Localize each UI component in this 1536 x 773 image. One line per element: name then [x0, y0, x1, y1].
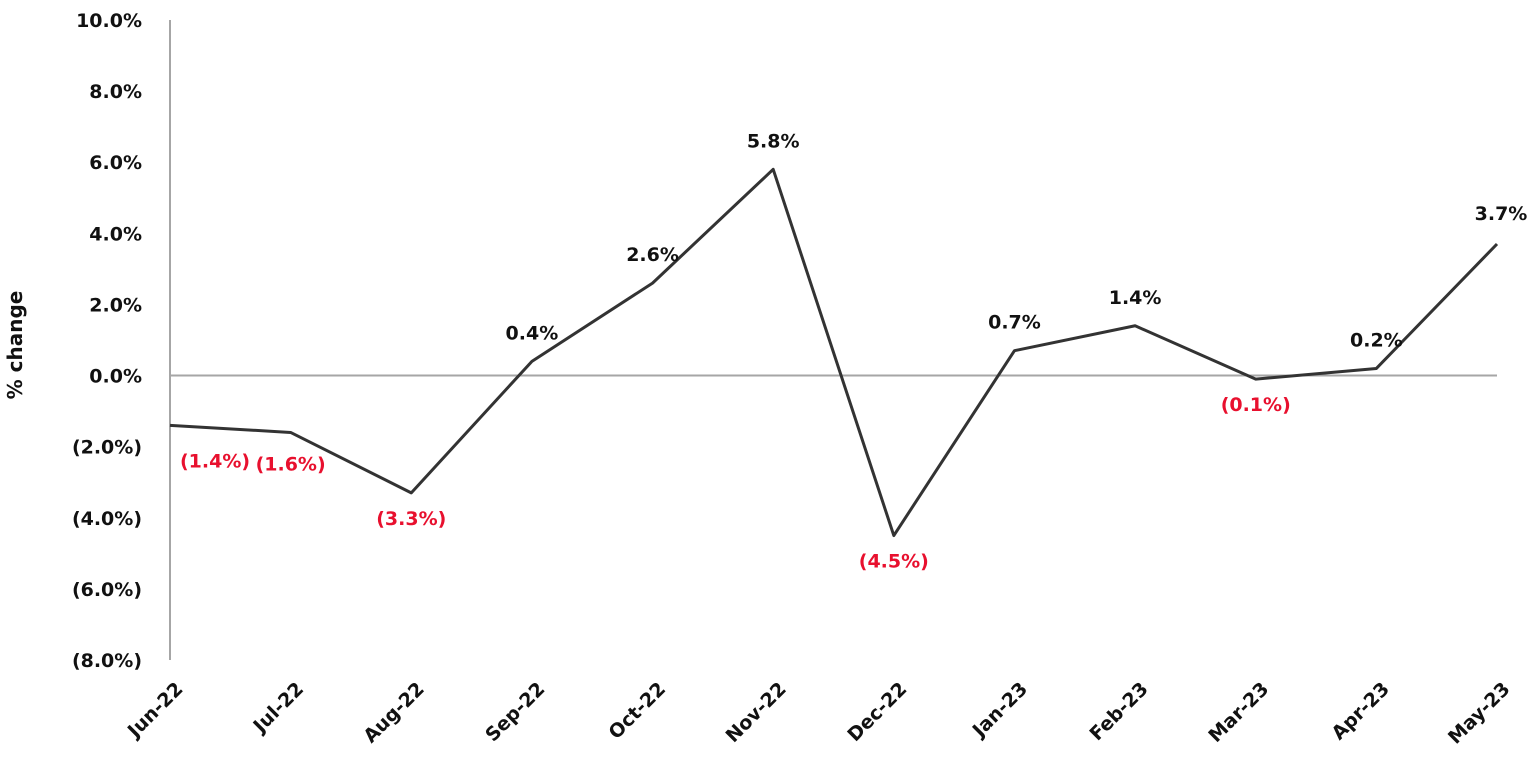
y-tick-label: 4.0% [89, 223, 142, 245]
x-tick-label: Jul-22 [248, 678, 308, 738]
data-label: 3.7% [1475, 203, 1528, 225]
y-tick-label: 2.0% [89, 294, 142, 316]
y-tick-label: (8.0%) [72, 650, 142, 672]
data-label: 0.2% [1350, 329, 1403, 351]
data-label: 5.8% [747, 130, 800, 152]
y-tick-label: 0.0% [89, 366, 142, 388]
data-label: 0.7% [988, 312, 1041, 334]
x-tick-label: Feb-23 [1085, 678, 1152, 745]
data-label: 1.4% [1109, 287, 1162, 309]
x-tick-label: Mar-23 [1204, 678, 1273, 747]
data-label: (1.4%) [180, 450, 250, 472]
x-tick-label: Nov-22 [722, 678, 791, 747]
data-label: (1.6%) [256, 453, 326, 475]
y-tick-label: (4.0%) [72, 508, 142, 530]
data-label: (4.5%) [859, 551, 929, 573]
series-line [169, 167, 1499, 538]
x-tick-label: Aug-22 [359, 678, 428, 747]
x-tick-label: Apr-23 [1327, 678, 1393, 744]
y-tick-label: (6.0%) [72, 579, 142, 601]
data-label: (3.3%) [376, 508, 446, 530]
y-axis-label: % change [3, 291, 27, 400]
y-tick-label: 10.0% [76, 10, 142, 32]
y-tick-label: 6.0% [89, 152, 142, 174]
y-tick-label: 8.0% [89, 81, 142, 103]
data-label: (0.1%) [1221, 394, 1291, 416]
x-tick-label: May-23 [1444, 678, 1515, 749]
x-tick-label: Jan-23 [967, 678, 1032, 743]
data-label: 2.6% [626, 244, 679, 266]
x-tick-label: Sep-22 [481, 678, 549, 746]
x-tick-label: Dec-22 [843, 678, 911, 746]
x-tick-label: Jun-22 [122, 678, 187, 743]
y-tick-label: (2.0%) [72, 437, 142, 459]
data-label: 0.4% [506, 322, 559, 344]
x-tick-label: Oct-22 [604, 678, 670, 744]
